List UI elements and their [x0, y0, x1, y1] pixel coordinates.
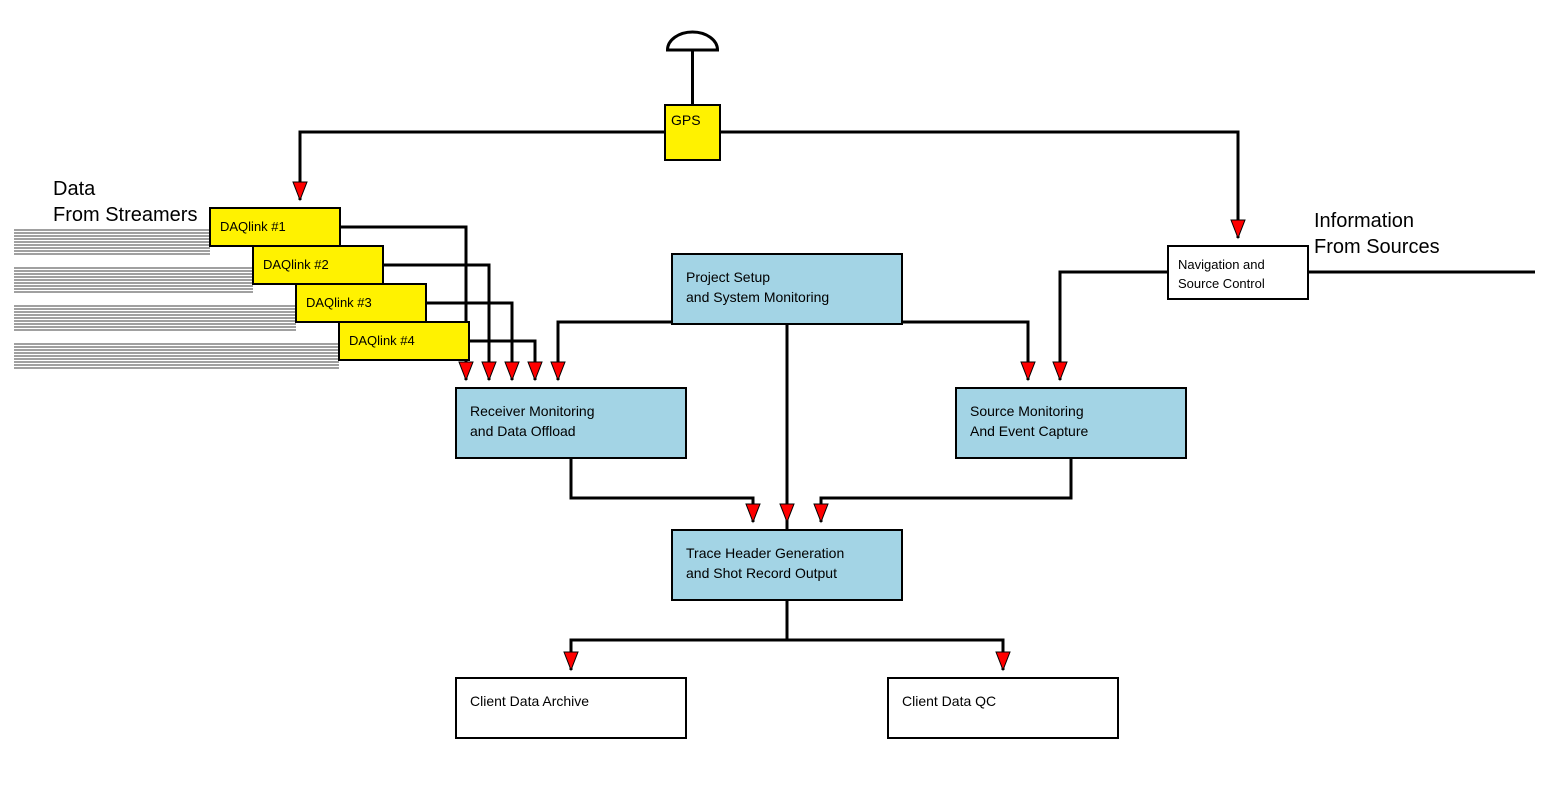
gps-label: GPS	[671, 112, 701, 128]
srcmon-label: Source Monitoring	[970, 403, 1084, 419]
proj-label: and System Monitoring	[686, 289, 829, 305]
recv-label: and Data Offload	[470, 423, 576, 439]
streamers-label: From Streamers	[53, 204, 197, 226]
srcmon-label: And Event Capture	[970, 423, 1089, 439]
nav-box	[1168, 246, 1308, 299]
nav-label: Source Control	[1178, 276, 1265, 291]
nav-label: Navigation and	[1178, 257, 1265, 272]
trace-label: and Shot Record Output	[686, 565, 837, 581]
proj-label: Project Setup	[686, 269, 770, 285]
sources-label: From Sources	[1314, 236, 1440, 258]
qc-label: Client Data QC	[902, 693, 996, 709]
recv-label: Receiver Monitoring	[470, 403, 595, 419]
daq3-label: DAQlink #3	[306, 295, 372, 310]
streamers-label: Data	[53, 178, 96, 200]
daq1-label: DAQlink #1	[220, 219, 286, 234]
daq2-label: DAQlink #2	[263, 257, 329, 272]
trace-label: Trace Header Generation	[686, 545, 844, 561]
sources-label: Information	[1314, 210, 1414, 232]
daq4-label: DAQlink #4	[349, 333, 415, 348]
arch-label: Client Data Archive	[470, 693, 589, 709]
